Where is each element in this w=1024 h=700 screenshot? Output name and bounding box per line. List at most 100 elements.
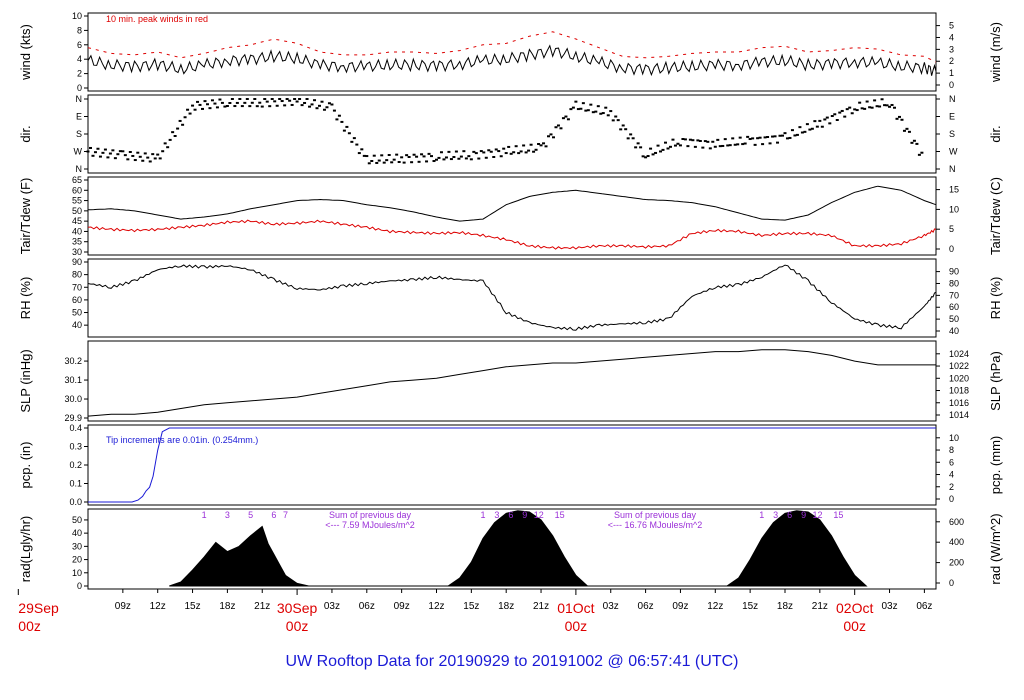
day-label-hour: 00z	[18, 618, 41, 634]
chart-title: UW Rooftop Data for 20190929 to 20191002…	[286, 653, 739, 670]
left-tick-label-slp: 30.1	[64, 375, 82, 385]
series-wind	[87, 44, 937, 77]
right-tick-label-rh: 50	[949, 314, 959, 324]
right-tick-label-rh: 90	[949, 267, 959, 277]
day-label-date: 30Sep	[277, 600, 318, 616]
left-tick-label-temp: 30	[72, 247, 82, 257]
x-tick-label: 15z	[184, 601, 200, 612]
rad-hour-mark: 15	[833, 510, 843, 520]
rad-hour-mark: 12	[534, 510, 544, 520]
right-tick-label-slp: 1016	[949, 398, 969, 408]
left-axis-label-dir: dir.	[18, 125, 33, 142]
series-slp	[87, 349, 936, 417]
sum-note-line2: <--- 16.76 MJoules/m^2	[608, 520, 703, 530]
rad-hour-mark: 6	[271, 510, 276, 520]
right-tick-label-rad: 200	[949, 558, 964, 568]
right-axis-label-wind: wind (m/s)	[988, 22, 1003, 83]
day-label-hour: 00z	[286, 618, 309, 634]
right-tick-label-wind: 3	[949, 44, 954, 54]
right-tick-label-pcp: 6	[949, 457, 954, 467]
right-axis-label-dir: dir.	[988, 125, 1003, 142]
panel-frame-rad	[87, 508, 937, 590]
left-axis-label-pcp: pcp. (in)	[18, 442, 33, 489]
panel-frame-rh	[87, 258, 937, 338]
panel-rad: 0 10 20 30 40 50 0 200 400 600 rad(Lgly/hr) rad (W/…	[18, 508, 1003, 591]
right-tick-label-rh: 70	[949, 290, 959, 300]
left-tick-label-temp: 50	[72, 206, 82, 216]
left-tick-label-dir: S	[76, 129, 82, 139]
rad-hour-mark: 5	[248, 510, 253, 520]
x-tick-label: 12z	[428, 601, 444, 612]
time-axis: 09z 12z 15z 18z 21z 03z 06z 09z 12z 15z 18z 21z 03z 0…	[17, 589, 932, 634]
right-tick-label-wind: 2	[949, 56, 954, 66]
right-tick-label-rad: 600	[949, 517, 964, 527]
left-tick-label-dir: E	[76, 112, 82, 122]
right-tick-label-temp: 10	[949, 204, 959, 214]
pcp-annotation: Tip increments are 0.01in. (0.254mm.)	[106, 435, 258, 445]
right-axis-label-rad: rad (W/m^2)	[988, 513, 1003, 584]
rad-hour-mark: 3	[225, 510, 230, 520]
left-tick-label-wind: 6	[77, 40, 82, 50]
x-tick-label: 12z	[150, 601, 166, 612]
panel-frame-dir	[87, 94, 937, 174]
day-label-hour: 00z	[843, 618, 866, 634]
right-axis-label-pcp: pcp. (mm)	[988, 436, 1003, 495]
x-tick-label: 06z	[916, 601, 932, 612]
left-tick-label-rh: 80	[72, 270, 82, 280]
left-tick-label-rh: 60	[72, 295, 82, 305]
x-tick-label: 15z	[463, 601, 479, 612]
rad-hour-mark: 1	[759, 510, 764, 520]
rad-hour-mark: 7	[283, 510, 288, 520]
right-tick-label-wind: 4	[949, 32, 954, 42]
left-tick-label-temp: 45	[72, 216, 82, 226]
left-tick-label-slp: 30.2	[64, 356, 82, 366]
right-tick-label-pcp: 8	[949, 445, 954, 455]
right-tick-label-wind: 5	[949, 21, 954, 31]
panel-frame-temp	[87, 176, 937, 256]
left-tick-label-pcp: 0.1	[69, 479, 82, 489]
right-tick-label-dir: E	[949, 112, 955, 122]
rad-hour-mark: 1	[480, 510, 485, 520]
left-tick-label-slp: 29.9	[64, 413, 82, 423]
rad-hour-mark: 9	[801, 510, 806, 520]
left-tick-label-rad: 0	[77, 581, 82, 591]
left-tick-label-wind: 4	[77, 54, 82, 64]
left-tick-label-rh: 70	[72, 282, 82, 292]
peak-wind-series	[87, 31, 937, 63]
left-tick-label-rh: 90	[72, 257, 82, 267]
panel-frame-wind	[87, 12, 937, 92]
x-tick-label: 06z	[638, 601, 654, 612]
left-tick-label-pcp: 0.2	[69, 460, 82, 470]
right-tick-label-dir: W	[949, 147, 958, 157]
right-tick-label-pcp: 2	[949, 482, 954, 492]
left-tick-label-dir: N	[76, 94, 83, 104]
panel-pcp: 0.0 0.1 0.2 0.3 0.4 0 2 4 6 8 10 pcp. (in) pcp. (mm)…	[18, 423, 1003, 507]
right-tick-label-pcp: 4	[949, 470, 954, 480]
right-tick-label-rad: 400	[949, 537, 964, 547]
rad-hour-mark: 1	[202, 510, 207, 520]
right-tick-label-dir: N	[949, 94, 956, 104]
left-tick-label-rad: 50	[72, 515, 82, 525]
right-axis-label-slp: SLP (hPa)	[988, 351, 1003, 411]
radiation-area	[169, 510, 868, 587]
right-tick-label-temp: 15	[949, 185, 959, 195]
left-tick-label-slp: 30.0	[64, 394, 82, 404]
left-axis-label-slp: SLP (inHg)	[18, 349, 33, 412]
series-rh	[87, 264, 937, 331]
right-tick-label-rad: 0	[949, 578, 954, 588]
x-tick-label: 18z	[498, 601, 514, 612]
x-tick-label: 21z	[533, 601, 549, 612]
right-tick-label-wind: 0	[949, 80, 954, 90]
right-tick-label-dir: S	[949, 129, 955, 139]
series-tair	[87, 185, 937, 222]
rad-hour-mark: 6	[508, 510, 513, 520]
right-tick-label-pcp: 10	[949, 433, 959, 443]
left-tick-label-rh: 40	[72, 320, 82, 330]
x-tick-label: 03z	[881, 601, 897, 612]
sum-note-line1: Sum of previous day	[329, 510, 412, 520]
rad-hour-mark: 15	[555, 510, 565, 520]
day-label-hour: 00z	[565, 618, 588, 634]
